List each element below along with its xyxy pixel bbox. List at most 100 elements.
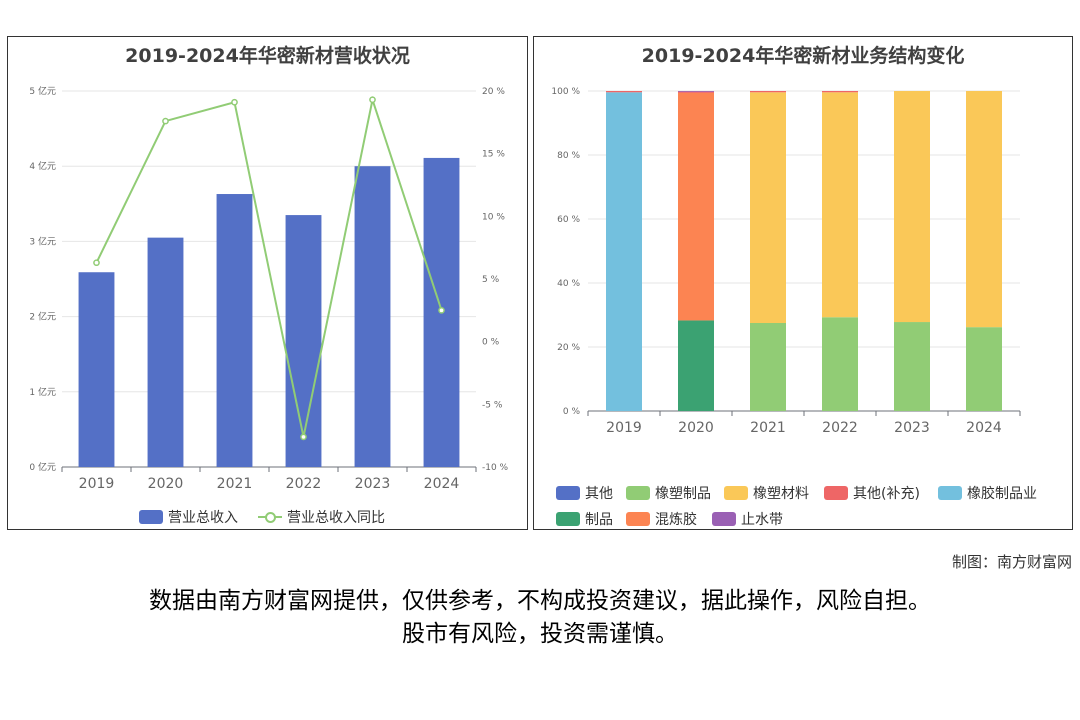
legend-swatch-other (556, 486, 580, 500)
y-tick-label: 100 % (551, 87, 580, 97)
segment-rubber-plastic-materials (750, 92, 786, 323)
segment-rubber-plastic-products (822, 317, 858, 411)
legend-item-revenue[interactable]: 营业总收入 (139, 507, 238, 527)
legend-label-rubber-plastic-products: 橡塑制品 (655, 486, 711, 502)
segment-other-supplement (606, 91, 642, 93)
y-tick-label: 20 % (557, 343, 580, 353)
x-tick-label: 2020 (148, 476, 184, 492)
yoy-point (93, 259, 100, 267)
x-tick-label: 2024 (424, 476, 460, 492)
structure-chart-title: 2019-2024年华密新材业务结构变化 (641, 45, 965, 67)
revenue-bar (216, 194, 253, 468)
revenue-chart-title: 2019-2024年华密新材营收状况 (125, 45, 410, 67)
y-tick-label-right: 10 % (482, 212, 505, 222)
y-tick-label-left: 3 亿元 (29, 235, 56, 247)
segment-rubber-products-industry (606, 92, 642, 411)
y-tick-label-right: 5 % (482, 275, 500, 285)
legend-swatch-rubber-products-industry (938, 486, 962, 500)
disclaimer-line-2: 股市有风险，投资需谨慎。 (402, 621, 678, 647)
yoy-point (369, 96, 376, 104)
legend-swatch-rubber-plastic-materials (724, 486, 748, 500)
legend-swatch-mixing-rubber (626, 512, 650, 526)
legend-label-products: 制品 (585, 512, 613, 528)
legend-label-rubber-products-industry: 橡胶制品业 (967, 486, 1037, 502)
legend-swatch-revenue (139, 510, 163, 524)
legend-label-other: 其他 (585, 486, 613, 502)
y-tick-label-left: 2 亿元 (29, 311, 56, 323)
structure-chart: 0 % 20 % 40 % 60 % 80 % 100 % 2019 2020 2021 2022… (551, 87, 1021, 436)
y-tick-label-left: 0 亿元 (29, 461, 56, 473)
segment-other-supplement (678, 91, 714, 93)
segment-rubber-plastic-materials (822, 92, 858, 318)
y-tick-label-right: -5 % (482, 400, 503, 410)
revenue-bar (354, 166, 391, 467)
segment-rubber-plastic-products (750, 323, 786, 411)
legend-label-waterstop: 止水带 (741, 512, 783, 528)
x-tick-label: 2019 (606, 420, 642, 436)
y-tick-label-right: -10 % (482, 463, 509, 473)
revenue-chart: 0 亿元 1 亿元 2 亿元 3 亿元 4 亿元 5 亿元 -10 % -5 % 0 % 5 % 1… (29, 85, 509, 492)
revenue-bar (285, 215, 322, 467)
legend-swatch-waterstop (712, 512, 736, 526)
x-tick-label: 2022 (822, 420, 858, 436)
legend-swatch-products (556, 512, 580, 526)
segment-mixing-rubber (678, 92, 714, 321)
yoy-point (300, 433, 307, 441)
segment-rubber-plastic-products (894, 322, 930, 411)
yoy-point (162, 117, 169, 125)
y-tick-label: 40 % (557, 279, 580, 289)
y-tick-label-right: 0 % (482, 338, 500, 348)
x-tick-label: 2024 (966, 420, 1002, 436)
legend-swatch-other-supplement (824, 486, 848, 500)
segment-rubber-plastic-materials (966, 91, 1002, 328)
legend-item-mixing-rubber[interactable]: 混炼胶 (626, 509, 697, 529)
legend-item-waterstop[interactable]: 止水带 (712, 509, 783, 529)
y-tick-label-left: 1 亿元 (29, 386, 56, 398)
x-tick-label: 2023 (355, 476, 391, 492)
x-tick-label: 2022 (286, 476, 322, 492)
revenue-chart-legend: 营业总收入 营业总收入同比 (8, 507, 527, 529)
y-tick-label-right: 15 % (482, 150, 505, 160)
legend-swatch-rubber-plastic-products (626, 486, 650, 500)
legend-item-rubber-plastic-products[interactable]: 橡塑制品 (626, 483, 711, 503)
segment-rubber-plastic-products (966, 327, 1002, 411)
revenue-bar (147, 237, 184, 467)
segment-waterstop (678, 91, 714, 92)
x-tick-label: 2023 (894, 420, 930, 436)
legend-label-other-supplement: 其他(补充) (853, 486, 920, 502)
segment-other-supplement (750, 91, 786, 93)
yoy-point (231, 98, 238, 106)
x-tick-label: 2021 (750, 420, 786, 436)
y-tick-label-left: 4 亿元 (29, 160, 56, 172)
revenue-chart-panel: 0 亿元 1 亿元 2 亿元 3 亿元 4 亿元 5 亿元 -10 % -5 % 0 % 5 % 1… (7, 36, 528, 530)
legend-item-other[interactable]: 其他 (556, 483, 613, 503)
y-tick-label: 0 % (563, 407, 581, 417)
disclaimer-line-1: 数据由南方财富网提供，仅供参考，不构成投资建议，据此操作，风险自担。 (149, 588, 931, 614)
revenue-bar (78, 272, 115, 467)
x-tick-label: 2021 (217, 476, 253, 492)
y-tick-label-right: 20 % (482, 87, 505, 97)
segment-products (678, 320, 714, 411)
y-tick-label: 60 % (557, 215, 580, 225)
yoy-point (438, 306, 445, 314)
legend-item-rubber-plastic-materials[interactable]: 橡塑材料 (724, 483, 809, 503)
legend-label-revenue: 营业总收入 (168, 510, 238, 526)
segment-rubber-plastic-materials (894, 91, 930, 323)
yoy-line (95, 95, 443, 438)
x-tick-label: 2019 (79, 476, 115, 492)
legend-label-mixing-rubber: 混炼胶 (655, 512, 697, 528)
legend-label-rubber-plastic-materials: 橡塑材料 (753, 486, 809, 502)
legend-swatch-yoy (258, 510, 282, 524)
legend-item-other-supplement[interactable]: 其他(补充) (824, 483, 920, 503)
y-tick-label-left: 5 亿元 (29, 85, 56, 97)
legend-label-yoy: 营业总收入同比 (287, 510, 385, 526)
structure-chart-legend: 其他 橡塑制品 橡塑材料 其他(补充) 橡胶制品业制品 混炼胶 止水带 (534, 483, 1072, 529)
x-tick-label: 2020 (678, 420, 714, 436)
y-tick-label: 80 % (557, 151, 580, 161)
chart-credit: 制图：南方财富网 (951, 553, 1072, 571)
segment-other-supplement (822, 91, 858, 93)
legend-item-yoy[interactable]: 营业总收入同比 (258, 507, 385, 527)
structure-chart-panel: 0 % 20 % 40 % 60 % 80 % 100 % 2019 2020 2021 2022… (533, 36, 1073, 530)
legend-item-products[interactable]: 制品 (556, 509, 613, 529)
legend-item-rubber-products-industry[interactable]: 橡胶制品业 (938, 483, 1037, 503)
